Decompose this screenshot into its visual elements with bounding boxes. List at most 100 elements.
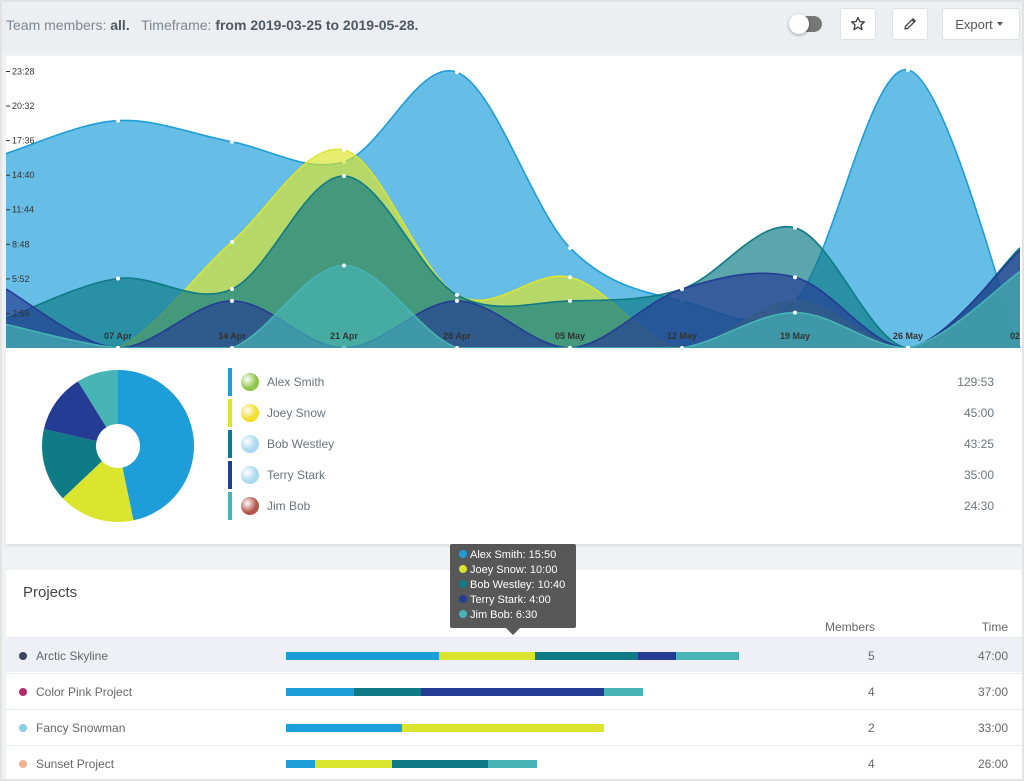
y-tick-label: 23:28 [12, 66, 35, 76]
project-bar-segment[interactable] [353, 688, 421, 696]
avatar [241, 404, 259, 422]
member-name: Jim Bob [267, 499, 311, 513]
member-time: 129:53 [957, 375, 994, 389]
project-bar-segment[interactable] [534, 652, 638, 660]
edit-button[interactable] [892, 8, 928, 40]
filter-summary: Team members: all. Timeframe: from 2019-… [6, 17, 418, 33]
member-name: Alex Smith [267, 375, 325, 389]
x-tick-label: 07 Apr [104, 331, 132, 341]
y-tick-label: 5:52 [12, 274, 30, 284]
point-alex[interactable] [116, 118, 120, 123]
project-name: Color Pink Project [36, 685, 133, 699]
tooltip-color-dot [459, 610, 467, 619]
project-color-dot [19, 652, 27, 660]
project-color-dot [19, 760, 27, 768]
member-name: Joey Snow [267, 406, 326, 420]
project-bar-segment[interactable] [391, 760, 489, 768]
project-bar-segment[interactable] [314, 760, 392, 768]
point-terry[interactable] [680, 287, 684, 292]
donut-slice-joey[interactable] [62, 461, 134, 522]
member-time: 24:30 [963, 499, 994, 513]
project-time-bar [286, 688, 643, 696]
legend-row[interactable]: Joey Snow 45:00 [228, 399, 1018, 429]
project-bar-segment[interactable] [637, 652, 677, 660]
x-tick-label: 26 May [893, 331, 923, 341]
point-bob[interactable] [116, 276, 120, 281]
project-time-bar [286, 652, 740, 660]
point-jim[interactable] [906, 346, 910, 348]
star-icon [851, 16, 865, 31]
project-bar-segment[interactable] [438, 652, 535, 660]
y-tick-label: 14:40 [12, 170, 35, 180]
projects-title: Projects [23, 584, 78, 601]
donut-slice-alex[interactable] [118, 370, 194, 521]
chart-tooltip: Alex Smith: 15:50 Joey Snow: 10:00 Bob Wes… [450, 544, 576, 635]
point-jim[interactable] [342, 263, 346, 268]
timeline-chart: 2:56 5:52 8:48 11:44 14:40 17:36 20:32 23:28 07 … [6, 56, 1022, 348]
member-time: 45:00 [963, 406, 994, 420]
project-bar-segment[interactable] [488, 760, 537, 768]
tooltip-line: Alex Smith: 15:50 [459, 548, 576, 563]
point-jim[interactable] [680, 346, 684, 348]
point-joey[interactable] [342, 148, 346, 153]
members-value[interactable]: all. [110, 17, 130, 33]
area-jim[interactable] [6, 265, 1020, 349]
x-tick-label: 02 [1010, 331, 1020, 341]
legend-row[interactable]: Terry Stark 35:00 [228, 461, 1018, 491]
point-jim[interactable] [230, 346, 234, 348]
timeframe-value[interactable]: from 2019-03-25 to 2019-05-28. [215, 17, 419, 33]
project-bar-segment[interactable] [604, 688, 643, 696]
tooltip-line: Bob Westley: 10:40 [459, 578, 576, 593]
project-time: 37:00 [977, 685, 1008, 699]
project-row[interactable]: Color Pink Project 4 37:00 [6, 673, 1022, 708]
time-column-header[interactable]: Time [981, 620, 1008, 634]
point-jim[interactable] [116, 346, 120, 348]
avatar [241, 497, 259, 515]
project-row[interactable]: Arctic Skyline 5 47:00 [6, 637, 1022, 672]
point-alex[interactable] [455, 70, 459, 75]
point-jim[interactable] [568, 346, 572, 348]
point-joey[interactable] [568, 275, 572, 280]
members-column-header[interactable]: Members [825, 620, 876, 634]
point-terry[interactable] [793, 275, 797, 280]
point-alex[interactable] [230, 139, 234, 144]
point-bob[interactable] [568, 298, 572, 303]
donut-slice-jim[interactable] [78, 370, 118, 428]
tooltip-color-dot [459, 550, 467, 559]
export-dropdown[interactable]: Export [942, 8, 1020, 40]
point-jim[interactable] [793, 310, 797, 315]
tooltip-color-dot [459, 580, 467, 589]
legend-row[interactable]: Alex Smith 129:53 [228, 368, 1018, 398]
point-terry[interactable] [230, 298, 234, 303]
point-terry[interactable] [455, 298, 459, 303]
project-bar-segment[interactable] [286, 724, 402, 732]
point-bob[interactable] [230, 287, 234, 292]
point-alex[interactable] [906, 67, 910, 72]
legend-color-bar [228, 399, 232, 427]
point-bob[interactable] [793, 225, 797, 230]
project-bar-segment[interactable] [676, 652, 740, 660]
x-tick-label: 28 Apr [443, 331, 471, 341]
legend-row[interactable]: Bob Westley 43:25 [228, 430, 1018, 460]
point-alex[interactable] [568, 245, 572, 250]
favorite-button[interactable] [840, 8, 876, 40]
project-bar-segment[interactable] [286, 688, 354, 696]
project-bar-segment[interactable] [401, 724, 605, 732]
legend-row[interactable]: Jim Bob 24:30 [228, 492, 1018, 522]
donut-slice-terry[interactable] [43, 381, 107, 442]
project-row[interactable]: Fancy Snowman 2 33:00 [6, 709, 1022, 744]
project-name: Sunset Project [36, 757, 115, 771]
x-tick-label: 21 Apr [330, 331, 358, 341]
project-row[interactable]: Sunset Project 4 26:00 [6, 745, 1022, 779]
donut-slice-bob[interactable] [41, 429, 103, 499]
tooltip-text: Terry Stark: 4:00 [470, 594, 551, 606]
project-bar-segment[interactable] [421, 688, 605, 696]
project-bar-segment[interactable] [286, 760, 315, 768]
point-bob[interactable] [455, 292, 459, 297]
point-bob[interactable] [342, 173, 346, 178]
view-toggle[interactable] [789, 14, 822, 34]
point-joey[interactable] [230, 239, 234, 244]
point-jim[interactable] [455, 346, 459, 348]
pencil-icon [904, 18, 916, 30]
project-bar-segment[interactable] [286, 652, 439, 660]
